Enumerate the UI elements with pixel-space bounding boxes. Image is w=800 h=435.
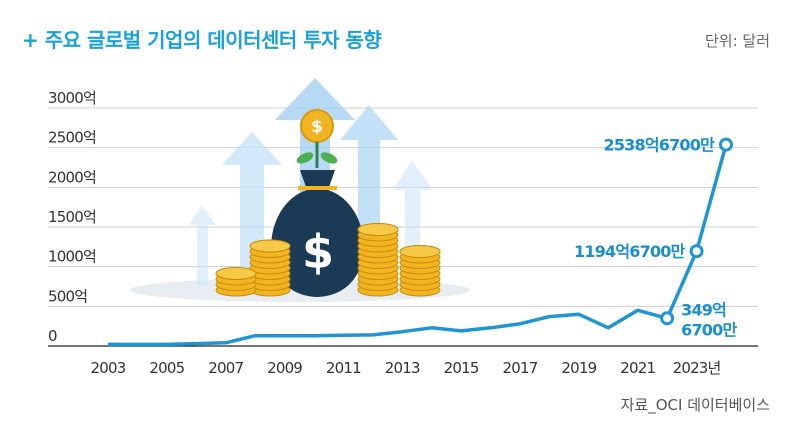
unit-label: 단위: 달러 [704, 32, 770, 50]
investment-illustration: $ $ [130, 78, 470, 302]
coin-stack-icon [215, 267, 257, 297]
y-tick-label: 3000억 [48, 89, 96, 107]
data-point [660, 311, 675, 326]
x-tick-label: 2013 [385, 359, 420, 377]
up-arrow-icon [393, 160, 432, 285]
x-tick-label: 2007 [208, 359, 243, 377]
dollar-coin-icon: $ [300, 109, 334, 143]
x-tick-label: 2005 [149, 359, 184, 377]
x-tick-label: 2021 [620, 359, 655, 377]
up-arrow-icon [340, 105, 398, 285]
y-tick-label: 2000억 [48, 168, 96, 186]
sprout-leaf [320, 152, 338, 164]
data-label: 6700만 [681, 320, 737, 339]
chart-title: + 주요 글로벌 기업의 데이터센터 투자 동향 [22, 28, 382, 52]
up-arrow-icon [222, 132, 282, 285]
data-point [689, 244, 704, 259]
data-label: 1194억6700만 [574, 242, 686, 261]
x-tick-label: 2015 [444, 359, 479, 377]
x-tick-label: 2023년 [673, 359, 721, 377]
series-line [108, 144, 728, 347]
y-tick-label: 1500억 [48, 208, 96, 226]
x-tick-label: 2011 [326, 359, 361, 377]
x-tick-label: 2003 [91, 359, 126, 377]
sprout-leaf [296, 152, 314, 164]
coin-stack-icon [399, 245, 441, 297]
data-label: 2538억6700만 [603, 136, 715, 155]
svg-text:$: $ [302, 225, 334, 279]
up-arrow-icon [189, 205, 216, 285]
money-bag-icon: $ [271, 170, 364, 297]
x-tick-label: 2017 [503, 359, 538, 377]
data-label: 349억 [681, 300, 726, 319]
source-label: 자료_OCI 데이터베이스 [620, 396, 770, 414]
y-tick-label: 2500억 [48, 129, 96, 147]
coin-stack-icon [357, 223, 399, 297]
svg-text:$: $ [311, 117, 323, 137]
x-tick-label: 2009 [267, 359, 302, 377]
coin-stack-icon [249, 239, 291, 297]
y-tick-label: 500억 [48, 287, 87, 305]
y-tick-label: 0 [48, 327, 57, 345]
x-tick-label: 2019 [561, 359, 596, 377]
y-tick-label: 1000억 [48, 248, 96, 266]
data-point [719, 137, 733, 152]
